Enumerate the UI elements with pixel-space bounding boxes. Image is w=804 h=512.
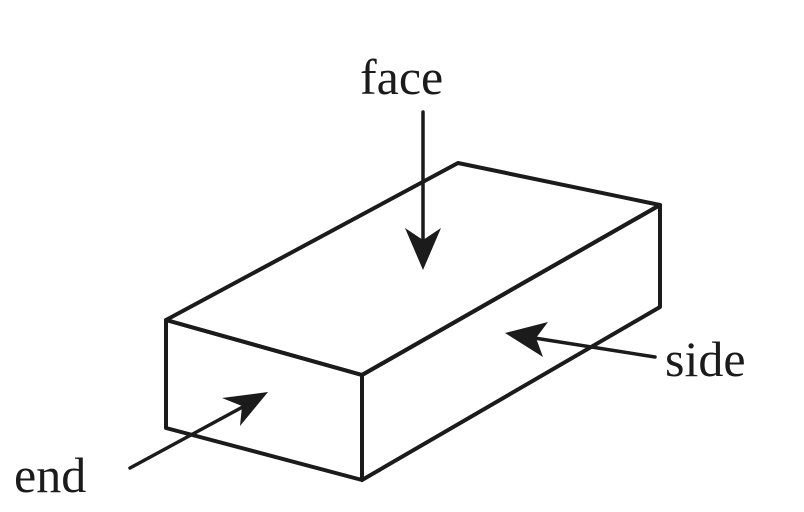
brick-end-surface: [164, 318, 364, 482]
end-label: end: [14, 447, 87, 503]
face-label: face: [360, 49, 444, 105]
side-arrow: [505, 322, 657, 359]
brick-face-surface: [164, 161, 662, 377]
face-arrow: [405, 110, 441, 270]
brick-side-surface: [360, 203, 662, 482]
end-arrow: [128, 392, 268, 470]
side-label: side: [665, 331, 746, 387]
